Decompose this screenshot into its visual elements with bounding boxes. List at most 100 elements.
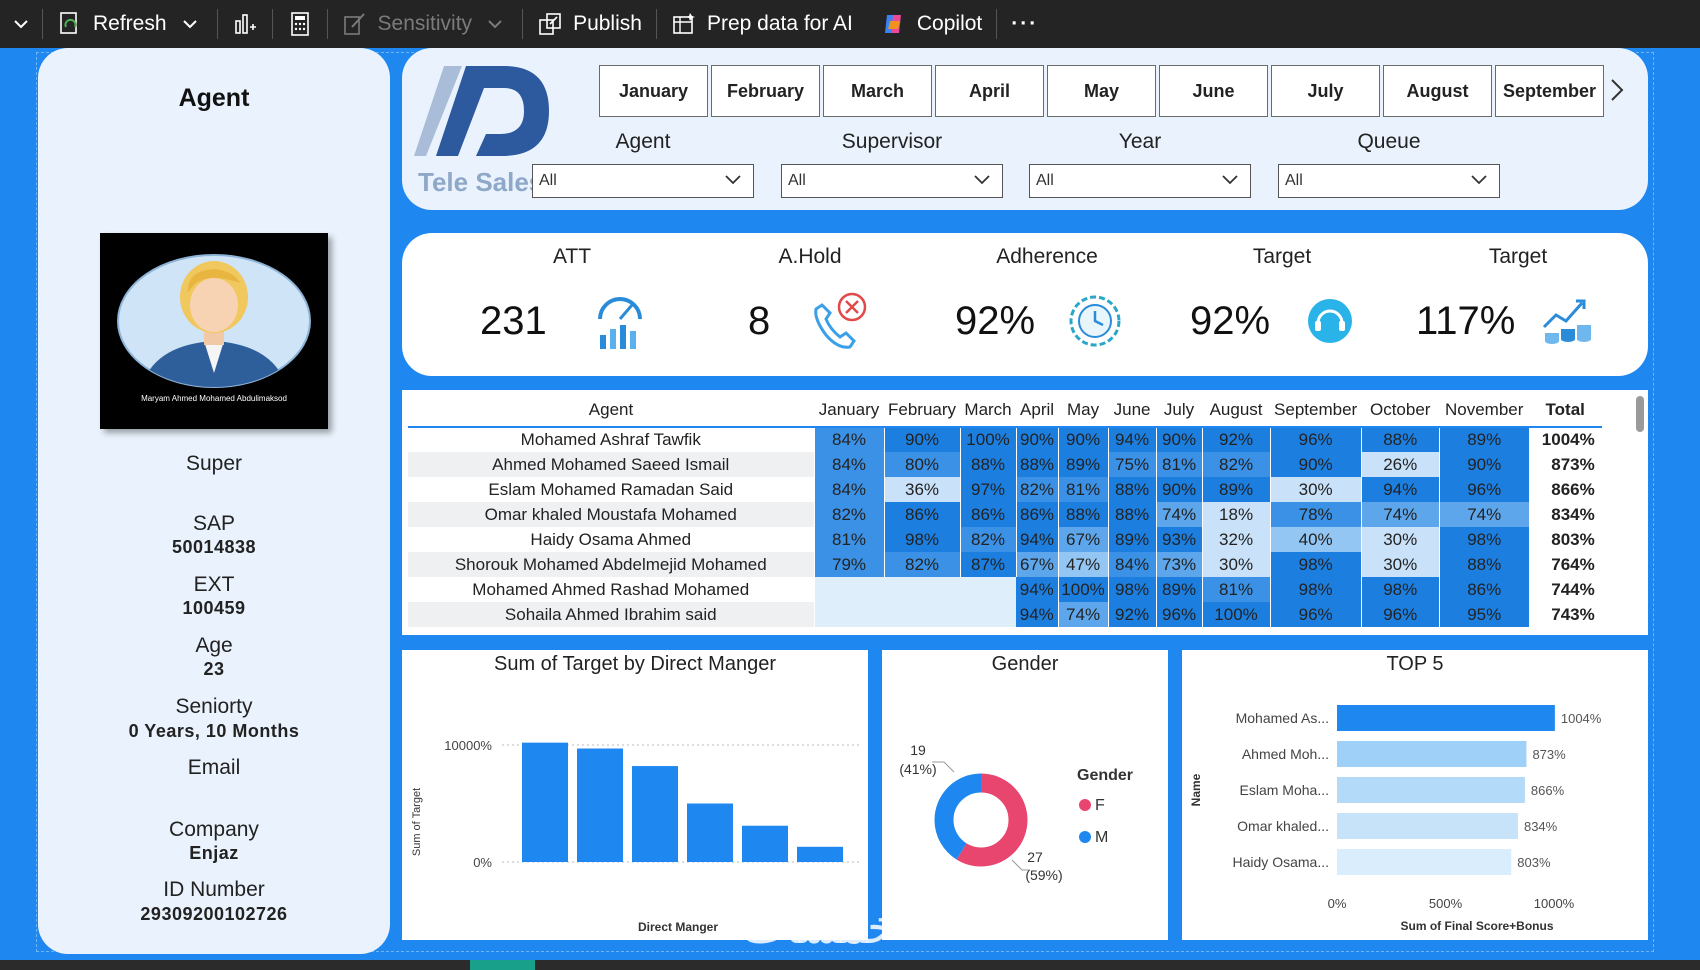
sensitivity-button[interactable]: Sensitivity bbox=[328, 0, 523, 48]
month-column-header[interactable]: March bbox=[960, 394, 1017, 428]
month-button-august[interactable]: August bbox=[1383, 65, 1492, 117]
value-cell: 89% bbox=[1439, 427, 1530, 452]
table-row[interactable]: Omar khaled Moustafa Mohamed 82% 86% 86% 86%… bbox=[408, 502, 1602, 527]
table-row[interactable]: Sohaila Ahmed Ibrahim said 94% 74% 92% 96% 10… bbox=[408, 602, 1602, 627]
new-visual-button[interactable] bbox=[218, 0, 272, 48]
month-column-header[interactable]: July bbox=[1156, 394, 1203, 428]
refresh-button[interactable]: Refresh bbox=[43, 0, 217, 48]
month-button-september[interactable]: September bbox=[1495, 65, 1604, 117]
value-cell: 100% bbox=[1058, 577, 1109, 602]
value-cell: 90% bbox=[1058, 427, 1109, 452]
value-cell: 30% bbox=[1361, 527, 1440, 552]
y-tick-label: 10000% bbox=[444, 738, 492, 753]
value-cell: 94% bbox=[1016, 527, 1059, 552]
supervisor-filter-value: All bbox=[788, 172, 806, 189]
bar[interactable] bbox=[577, 748, 623, 862]
month-button-march[interactable]: March bbox=[823, 65, 932, 117]
value-cell: 88% bbox=[1439, 552, 1530, 577]
value-cell: 26% bbox=[1361, 452, 1440, 477]
donut-slice-m[interactable] bbox=[934, 773, 1028, 867]
bar[interactable] bbox=[1337, 741, 1527, 767]
legend-marker-m[interactable] bbox=[1079, 831, 1091, 843]
category-label: Omar khaled... bbox=[1237, 818, 1329, 834]
month-column-header[interactable]: April bbox=[1016, 394, 1059, 428]
ribbon-toolbar: Refresh Sensitivity Publish Prep data fo… bbox=[0, 0, 1700, 48]
legend-label-f[interactable]: F bbox=[1095, 797, 1105, 814]
category-label: Mohamed As... bbox=[1236, 710, 1329, 726]
value-cell: 79% bbox=[814, 552, 885, 577]
month-column-header[interactable]: August bbox=[1202, 394, 1271, 428]
chevron-down-icon bbox=[8, 11, 34, 37]
bar[interactable] bbox=[522, 742, 568, 862]
bar[interactable] bbox=[742, 825, 788, 862]
agent-filter-dropdown[interactable]: All bbox=[532, 164, 754, 198]
value-cell: 96% bbox=[1361, 602, 1440, 627]
legend-marker-f[interactable] bbox=[1079, 799, 1091, 811]
table-row[interactable]: Shorouk Mohamed Abdelmejid Mohamed 79% 82%… bbox=[408, 552, 1602, 577]
value-cell bbox=[884, 602, 961, 627]
avatar bbox=[117, 254, 311, 388]
slicer-next-icon[interactable] bbox=[1610, 78, 1624, 109]
value-cell: 82% bbox=[1202, 452, 1271, 477]
month-column-header[interactable]: November bbox=[1439, 394, 1530, 428]
month-column-header[interactable]: September bbox=[1270, 394, 1362, 428]
chevron-down-icon bbox=[723, 169, 743, 189]
month-button-july[interactable]: July bbox=[1271, 65, 1380, 117]
calculator-button[interactable] bbox=[273, 0, 327, 48]
value-cell: 98% bbox=[1270, 552, 1362, 577]
month-button-january[interactable]: January bbox=[599, 65, 708, 117]
value-cell: 82% bbox=[884, 552, 961, 577]
month-column-header[interactable]: February bbox=[884, 394, 961, 428]
chevron-down-icon bbox=[972, 169, 992, 189]
year-filter-dropdown[interactable]: All bbox=[1029, 164, 1251, 198]
value-cell: 96% bbox=[1439, 477, 1530, 502]
month-button-april[interactable]: April bbox=[935, 65, 1044, 117]
bar[interactable] bbox=[1337, 705, 1555, 731]
total-column-header[interactable]: Total bbox=[1529, 394, 1602, 428]
month-column-header[interactable]: January bbox=[814, 394, 884, 428]
bar[interactable] bbox=[687, 803, 733, 863]
table-row[interactable]: Haidy Osama Ahmed 81% 98% 82% 94% 67% 89% 93% 32… bbox=[408, 527, 1602, 552]
queue-filter-dropdown[interactable]: All bbox=[1278, 164, 1500, 198]
table-row[interactable]: Ahmed Mohamed Saeed Ismail 84% 80% 88% 88% 89… bbox=[408, 452, 1602, 477]
table-row[interactable]: Mohamed Ahmed Rashad Mohamed 94% 100% 98% 89… bbox=[408, 577, 1602, 602]
table-row[interactable]: Eslam Mohamed Ramadan Said 84% 36% 97% 82% 81… bbox=[408, 477, 1602, 502]
data-label-m-pct: (41%) bbox=[899, 761, 936, 777]
active-page-tab[interactable] bbox=[470, 960, 535, 970]
supervisor-filter-dropdown[interactable]: All bbox=[781, 164, 1003, 198]
agent-name-cell: Haidy Osama Ahmed bbox=[408, 527, 815, 552]
month-button-february[interactable]: February bbox=[711, 65, 820, 117]
month-button-june[interactable]: June bbox=[1159, 65, 1268, 117]
agent-column-header[interactable]: Agent bbox=[408, 394, 814, 428]
x-tick-label: 500% bbox=[1429, 896, 1463, 911]
bar[interactable] bbox=[632, 766, 678, 862]
seniority-label: Seniorty bbox=[175, 695, 253, 718]
month-button-may[interactable]: May bbox=[1047, 65, 1156, 117]
value-cell: 98% bbox=[1270, 577, 1362, 602]
month-column-header[interactable]: October bbox=[1361, 394, 1440, 428]
bar[interactable] bbox=[797, 846, 843, 862]
month-column-header[interactable]: June bbox=[1108, 394, 1157, 428]
copilot-button[interactable]: Copilot bbox=[867, 0, 996, 48]
company-label: Company bbox=[169, 818, 259, 841]
legend-label-m[interactable]: M bbox=[1095, 829, 1108, 846]
value-cell: 94% bbox=[1108, 427, 1157, 452]
value-cell: 36% bbox=[884, 477, 961, 502]
data-label: 873% bbox=[1532, 747, 1566, 762]
value-cell: 84% bbox=[814, 427, 885, 452]
publish-button[interactable]: Publish bbox=[523, 0, 656, 48]
table-row[interactable]: Mohamed Ashraf Tawfik 84% 90% 100% 90% 90% 94%… bbox=[408, 427, 1602, 452]
collapse-ribbon-button[interactable] bbox=[0, 0, 42, 48]
value-cell: 89% bbox=[1202, 477, 1271, 502]
kpi-label: A.Hold bbox=[778, 245, 842, 268]
bar[interactable] bbox=[1337, 813, 1518, 839]
matrix-table: Agent January February March April May June Jul… bbox=[408, 394, 1602, 627]
table-scrollbar[interactable] bbox=[1636, 396, 1644, 432]
prep-data-button[interactable]: Prep data for AI bbox=[657, 0, 867, 48]
more-options-button[interactable]: ··· bbox=[997, 0, 1052, 48]
ext-value: 100459 bbox=[182, 598, 246, 618]
bar[interactable] bbox=[1337, 777, 1525, 803]
value-cell: 40% bbox=[1270, 527, 1362, 552]
bar[interactable] bbox=[1337, 849, 1512, 875]
month-column-header[interactable]: May bbox=[1058, 394, 1109, 428]
